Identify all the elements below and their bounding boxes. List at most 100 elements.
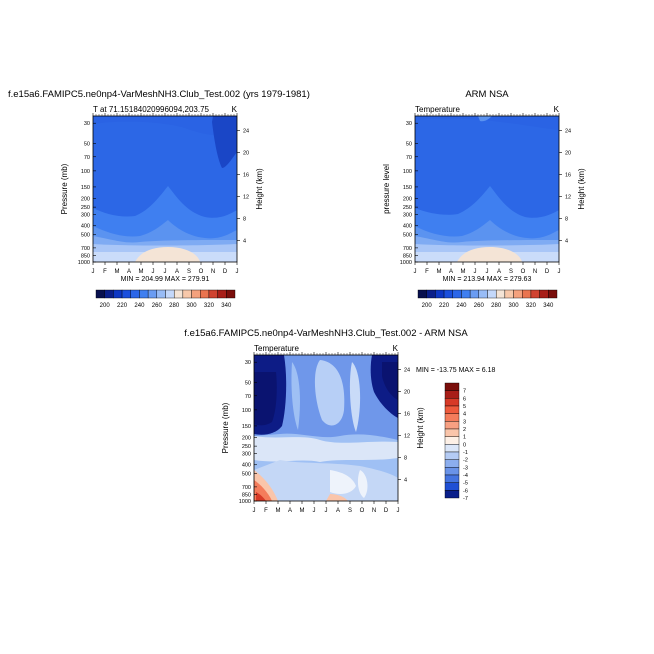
colorbar-swatch	[444, 382, 460, 391]
colorbar-label: 220	[439, 303, 450, 309]
y-tick-label: 150	[403, 185, 412, 191]
y-right-tick-label: 16	[243, 173, 249, 179]
colorbar-swatch	[191, 289, 201, 299]
colorbar-swatch	[113, 289, 123, 299]
colorbar-swatch	[435, 289, 445, 299]
panel1-stats: MIN = 204.99 MAX = 279.91	[121, 276, 210, 283]
colorbar-label: 1	[463, 435, 466, 441]
colorbar-swatch	[156, 289, 166, 299]
colorbar-swatch	[495, 289, 506, 299]
colorbar-swatch	[469, 289, 480, 299]
y-tick-label: 250	[403, 205, 412, 211]
colorbar-swatch	[444, 398, 460, 407]
colorbar-swatch	[522, 289, 532, 299]
colorbar-label: 260	[474, 303, 485, 309]
x-tick-label: M	[139, 269, 144, 275]
y-tick-label: 400	[403, 224, 412, 230]
panel2-ylabel: pressure level	[382, 164, 391, 214]
y-tick-label: 700	[242, 485, 251, 491]
panel1-title: f.e15a6.FAMIPC5.ne0np4-VarMeshNH3.Club_T…	[8, 89, 310, 100]
colorbar-swatch	[226, 289, 236, 299]
x-tick-label: F	[425, 269, 429, 275]
colorbar-swatch	[444, 474, 460, 483]
x-tick-label: A	[449, 269, 453, 275]
y-tick-label: 1000	[78, 260, 90, 266]
x-tick-label: J	[486, 269, 489, 275]
x-tick-label: M	[300, 508, 305, 514]
y-tick-label: 30	[245, 360, 251, 366]
colorbar-label: 300	[509, 303, 520, 309]
y-tick-label: 500	[81, 233, 90, 239]
colorbar-swatch	[165, 289, 175, 299]
panel2-colorbar: 200 220 240 260 280 300 320 340	[417, 289, 558, 309]
panel2-contours	[415, 116, 559, 262]
colorbar-swatch	[121, 289, 131, 299]
colorbar-label: 280	[491, 303, 502, 309]
y-right-tick-label: 8	[565, 217, 568, 223]
x-tick-label: J	[325, 508, 328, 514]
colorbar-label: 2	[463, 427, 466, 433]
y-right-tick-label: 12	[243, 195, 249, 201]
colorbar-swatch	[478, 289, 488, 299]
colorbar-label: 3	[463, 419, 466, 425]
panel-model-temperature: f.e15a6.FAMIPC5.ne0np4-VarMeshNH3.Club_T…	[8, 89, 310, 309]
y-right-tick-label: 8	[404, 456, 407, 462]
y-right-tick-label: 16	[404, 412, 410, 418]
colorbar-swatch	[513, 289, 523, 299]
colorbar-label: -5	[463, 481, 468, 487]
colorbar-swatch	[444, 405, 460, 414]
panel1-ylabel-right: Height (km)	[255, 168, 264, 210]
colorbar-swatch	[444, 444, 460, 453]
x-tick-label: O	[199, 269, 204, 275]
y-tick-label: 500	[242, 472, 251, 478]
colorbar-swatch	[444, 413, 460, 422]
panel1-contours	[93, 116, 237, 262]
y-right-tick-label: 24	[243, 129, 249, 135]
x-tick-label: M	[437, 269, 442, 275]
colorbar-label: 0	[463, 442, 466, 448]
x-tick-label: A	[497, 269, 501, 275]
colorbar-label: 200	[100, 303, 111, 309]
x-tick-label: S	[187, 269, 191, 275]
x-tick-label: S	[509, 269, 513, 275]
panel2-ylabel-right: Height (km)	[577, 168, 586, 210]
x-tick-label: J	[164, 269, 167, 275]
colorbar-swatch	[200, 289, 210, 299]
colorbar-label: -4	[463, 473, 468, 479]
colorbar-swatch	[548, 289, 558, 299]
x-tick-label: A	[127, 269, 131, 275]
y-tick-label: 50	[245, 380, 251, 386]
y-tick-label: 400	[242, 463, 251, 469]
colorbar-swatch	[104, 289, 114, 299]
x-tick-label: O	[360, 508, 365, 514]
y-tick-label: 70	[245, 394, 251, 400]
colorbar-label: -6	[463, 488, 468, 494]
colorbar-swatch	[130, 289, 140, 299]
y-right-tick-label: 24	[404, 368, 410, 374]
x-tick-label: N	[372, 508, 376, 514]
y-tick-label: 200	[81, 196, 90, 202]
panel2-unit: K	[554, 105, 560, 114]
colorbar-label: 240	[134, 303, 145, 309]
colorbar-swatch	[217, 289, 227, 299]
colorbar-label: 340	[543, 303, 554, 309]
y-tick-label: 200	[242, 435, 251, 441]
colorbar-swatch	[147, 289, 158, 299]
colorbar-swatch	[182, 289, 192, 299]
colorbar-label: 240	[456, 303, 467, 309]
colorbar-swatch	[444, 490, 460, 499]
colorbar-label: 300	[187, 303, 198, 309]
panel3-title: f.e15a6.FAMIPC5.ne0np4-VarMeshNH3.Club_T…	[184, 328, 468, 339]
x-tick-label: M	[461, 269, 466, 275]
panel1-ylabel: Pressure (mb)	[60, 163, 69, 214]
y-right-tick-label: 4	[565, 239, 568, 245]
colorbar-label: 200	[422, 303, 433, 309]
panel3-stats: MIN = -13.75 MAX = 6.18	[416, 367, 495, 374]
y-tick-label: 850	[81, 254, 90, 260]
colorbar-label: 4	[463, 412, 466, 418]
x-tick-label: D	[545, 269, 550, 275]
x-tick-label: F	[103, 269, 107, 275]
colorbar-label: -2	[463, 458, 468, 464]
colorbar-swatch	[487, 289, 497, 299]
